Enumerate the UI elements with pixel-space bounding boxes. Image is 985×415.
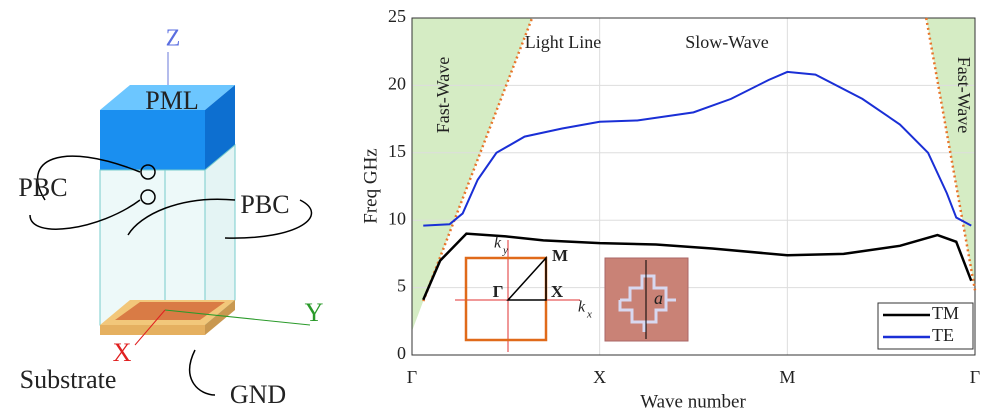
pointer <box>36 155 141 201</box>
port <box>140 164 156 180</box>
annotation: Fast-Wave <box>954 57 974 134</box>
inset-label: M <box>552 246 568 265</box>
legend-label: TE <box>932 325 954 345</box>
pbc-side <box>204 143 236 327</box>
annotation: Fast-Wave <box>433 57 453 134</box>
port <box>140 189 156 205</box>
unit-cell-pattern <box>618 274 676 332</box>
simulation-diagram: Z PML PBC PBC Y X Substrate GND <box>18 26 323 409</box>
y-label: Y <box>305 298 324 327</box>
y-tick-label: 25 <box>388 6 406 26</box>
pml-top <box>100 85 235 110</box>
pml-front <box>100 110 205 170</box>
y-axis-label: Freq GHz <box>360 148 381 223</box>
z-label: Z <box>166 26 181 52</box>
gnd-label: GND <box>230 380 286 409</box>
plot-frame <box>411 17 976 356</box>
y-tick-label: 5 <box>397 276 406 296</box>
x-axis-label: Wave number <box>640 391 746 412</box>
series-line <box>423 70 972 227</box>
inset-label: a <box>654 288 663 308</box>
pml-label: PML <box>145 86 198 115</box>
inset-label: x <box>586 309 592 321</box>
y-tick-label: 10 <box>388 208 406 228</box>
inset-label: k <box>578 299 586 316</box>
light-line <box>924 17 977 291</box>
inset-label: y <box>502 245 508 257</box>
x-tick-label: Γ <box>970 367 980 387</box>
pointer <box>29 199 141 230</box>
annotation: Light Line <box>525 32 601 52</box>
fast-wave-region <box>412 18 533 332</box>
legend-label: TM <box>932 303 959 323</box>
light-line <box>422 17 534 302</box>
substrate-side <box>205 300 235 335</box>
irreducible-zone <box>506 256 547 301</box>
x-tick-label: Γ <box>407 367 417 387</box>
x-label: X <box>113 338 132 367</box>
y-tick-label: 15 <box>388 141 406 161</box>
fast-wave-region <box>926 18 975 321</box>
inset-label: X <box>551 282 564 301</box>
x-tick-label: M <box>779 367 795 387</box>
pointer <box>188 349 216 396</box>
pml-side <box>205 85 235 170</box>
substrate-label: Substrate <box>20 365 117 394</box>
pointer <box>127 198 236 236</box>
x-axis-arrow <box>134 309 166 346</box>
pbc-label: PBC <box>240 190 289 219</box>
inset-label: Γ <box>493 282 504 301</box>
legend-box <box>877 302 974 350</box>
inset-label: k <box>494 235 502 252</box>
y-tick-label: 20 <box>388 74 406 94</box>
y-axis-arrow <box>164 309 311 326</box>
x-tick-label: X <box>593 367 606 387</box>
series-line <box>422 232 973 301</box>
pbc-label: PBC <box>18 173 67 202</box>
annotation: Slow-Wave <box>685 32 769 52</box>
substrate-front <box>100 325 205 335</box>
y-tick-label: 0 <box>397 343 406 363</box>
pointer <box>224 199 313 239</box>
